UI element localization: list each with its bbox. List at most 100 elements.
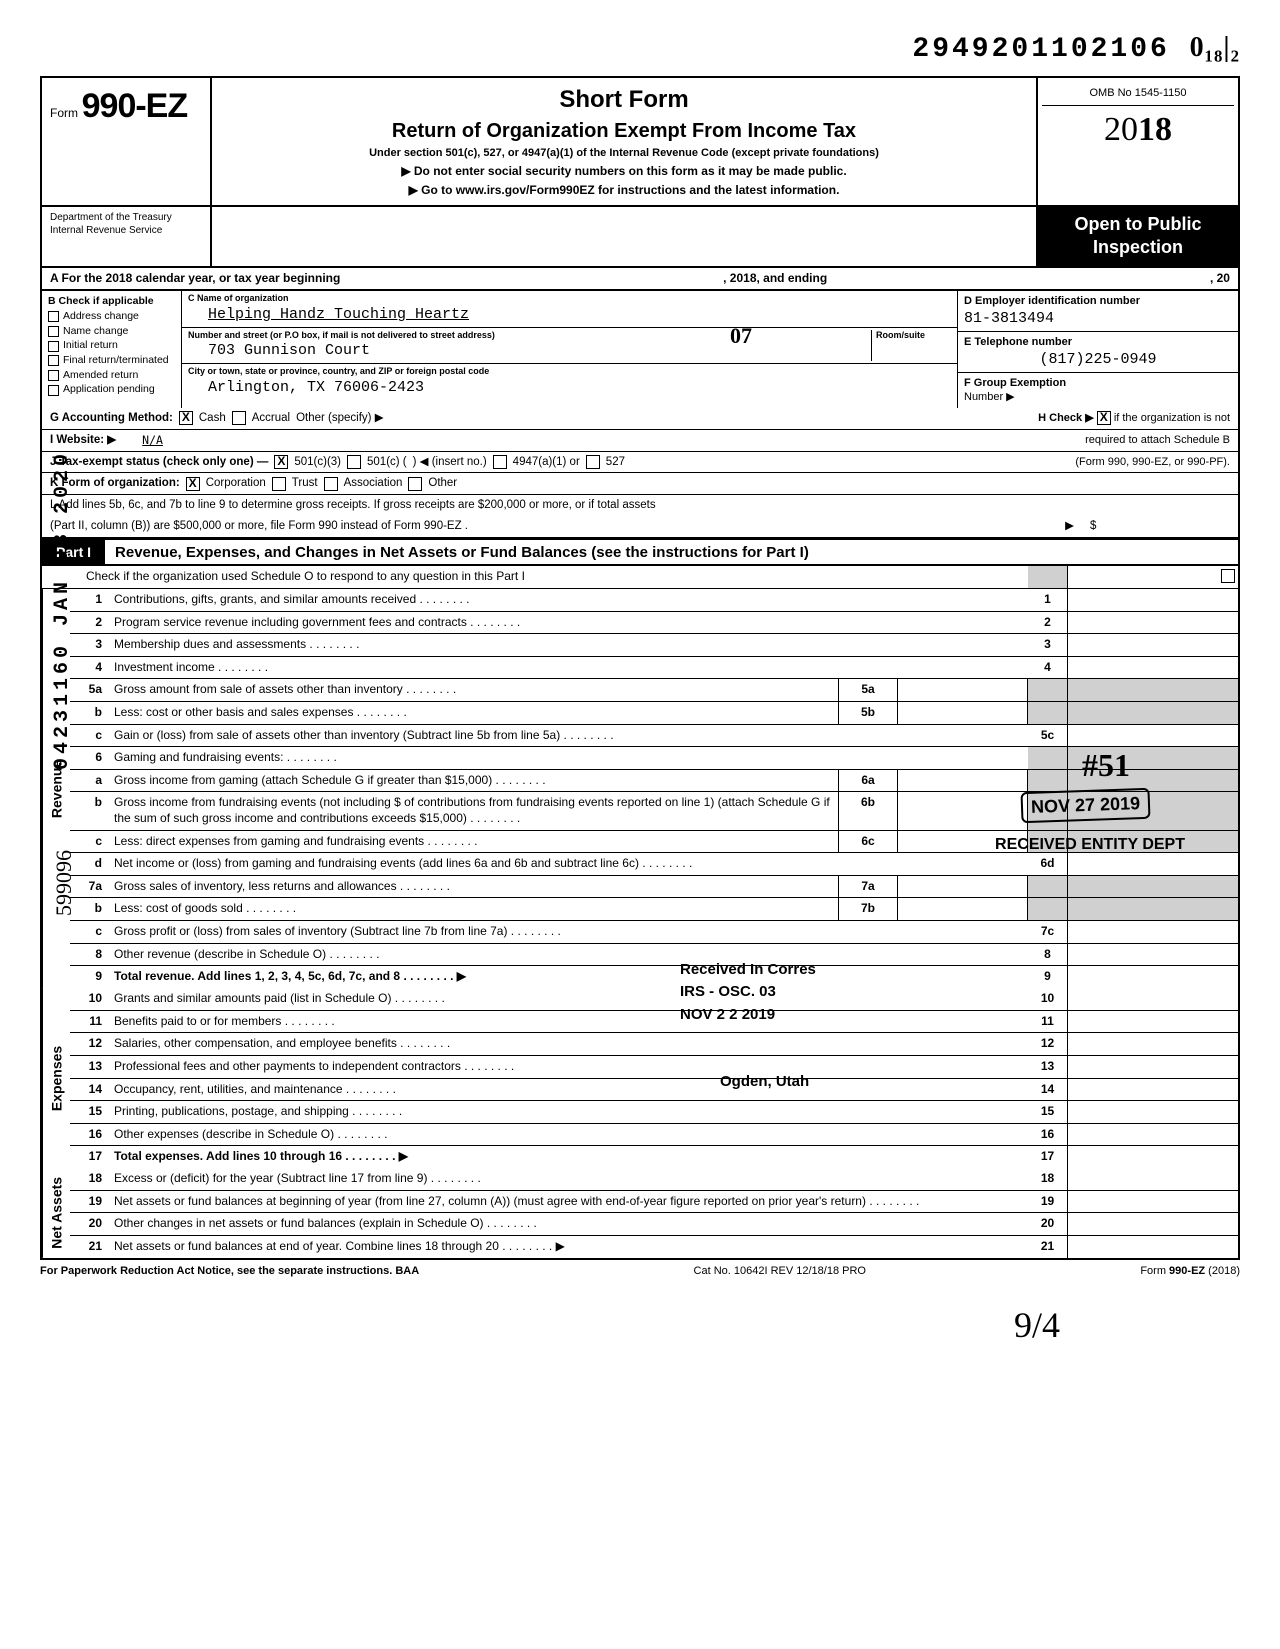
line-2: 2Program service revenue including gover…	[70, 612, 1238, 635]
addr-row: Number and street (or P.O box, if mail i…	[182, 328, 957, 364]
line-18: 18Excess or (deficit) for the year (Subt…	[70, 1168, 1238, 1191]
line-a: A For the 2018 calendar year, or tax yea…	[40, 268, 1240, 292]
stamp-irs: IRS - OSC. 03	[680, 982, 776, 1002]
chk-other[interactable]	[408, 477, 422, 491]
stamp-number: 2949201102106	[912, 34, 1169, 65]
dept-left: Department of the Treasury Internal Reve…	[42, 207, 212, 266]
dept-mid	[212, 207, 1038, 266]
org-name-row: C Name of organization Helping Handz Tou…	[182, 291, 957, 327]
chk-pending[interactable]: Application pending	[48, 383, 175, 397]
ein-value: 81-3813494	[964, 309, 1232, 329]
part1-table: Check if the organization used Schedule …	[40, 566, 1240, 1260]
row-g-label: G Accounting Method:	[50, 411, 173, 426]
line-a-mid: , 2018, and ending	[723, 271, 827, 287]
phone-label: E Telephone number	[964, 335, 1232, 349]
line-6d: dNet income or (loss) from gaming and fu…	[70, 853, 1238, 876]
form-subtitle: Return of Organization Exempt From Incom…	[222, 118, 1026, 144]
website-label: I Website: ▶	[50, 433, 116, 448]
tax-year: 2018	[1042, 106, 1234, 154]
chk-name[interactable]: Name change	[48, 325, 175, 339]
netassets-section: Net Assets 18Excess or (deficit) for the…	[42, 1168, 1238, 1258]
open-text: Open to Public	[1044, 213, 1232, 236]
footer: For Paperwork Reduction Act Notice, see …	[40, 1260, 1240, 1282]
top-stamp: 2949201102106 0₁₈|₂	[40, 30, 1240, 68]
ein-cell: D Employer identification number 81-3813…	[958, 291, 1238, 332]
line-19: 19Net assets or fund balances at beginni…	[70, 1191, 1238, 1214]
line-21: 21Net assets or fund balances at end of …	[70, 1236, 1238, 1258]
chk-corp[interactable]: X	[186, 477, 200, 491]
line-7c: cGross profit or (loss) from sales of in…	[70, 921, 1238, 944]
chk-trust[interactable]	[272, 477, 286, 491]
form-warn: ▶ Do not enter social security numbers o…	[222, 164, 1026, 180]
line-15: 15Printing, publications, postage, and s…	[70, 1101, 1238, 1124]
dept-row: Department of the Treasury Internal Reve…	[40, 207, 1240, 268]
form-right-box: OMB No 1545-1150 2018	[1038, 78, 1238, 205]
inspection-text: Inspection	[1044, 236, 1232, 259]
line-4: 4Investment income . . . . . . . .4	[70, 657, 1238, 680]
hand-07: 07	[730, 322, 752, 351]
group-label: F Group Exemption	[964, 377, 1066, 389]
line-6: 6Gaming and fundraising events: . . . . …	[70, 747, 1238, 770]
line-7b: bLess: cost of goods sold . . . . . . . …	[70, 898, 1238, 921]
line-9: 9Total revenue. Add lines 1, 2, 3, 4, 5c…	[70, 966, 1238, 988]
row-l-text2: (Part II, column (B)) are $500,000 or mo…	[50, 519, 468, 534]
col-b: B Check if applicable Address change Nam…	[42, 291, 182, 407]
chk-527[interactable]	[586, 455, 600, 469]
addr-label: Number and street (or P.O box, if mail i…	[188, 330, 871, 342]
line-5a: 5aGross amount from sale of assets other…	[70, 679, 1238, 702]
col-b-header: B Check if applicable	[48, 295, 175, 309]
chk-4947[interactable]	[493, 455, 507, 469]
chk-assoc[interactable]	[324, 477, 338, 491]
chk-amended[interactable]: Amended return	[48, 369, 175, 383]
dept-irs: Internal Revenue Service	[50, 224, 202, 237]
phone-cell: E Telephone number (817)225-0949	[958, 332, 1238, 373]
open-public: Open to Public Inspection	[1038, 207, 1238, 266]
part1-check-text: Check if the organization used Schedule …	[82, 566, 1028, 588]
line-7a: 7aGross sales of inventory, less returns…	[70, 876, 1238, 899]
omb-number: OMB No 1545-1150	[1042, 82, 1234, 105]
city-label: City or town, state or province, country…	[188, 366, 951, 378]
room-label: Room/suite	[876, 330, 951, 342]
org-name-value: Helping Handz Touching Heartz	[188, 305, 951, 325]
chk-accrual[interactable]	[232, 411, 246, 425]
revenue-section: Revenue 1Contributions, gifts, grants, a…	[42, 589, 1238, 988]
line-a-left: A For the 2018 calendar year, or tax yea…	[50, 271, 340, 287]
chk-501c[interactable]	[347, 455, 361, 469]
website-value: N/A	[122, 433, 183, 448]
line-8: 8Other revenue (describe in Schedule O) …	[70, 944, 1238, 967]
chk-final[interactable]: Final return/terminated	[48, 354, 175, 368]
vertical-stamp-2: 599096	[50, 850, 79, 916]
footer-right: Form 990-EZ (2018)	[1140, 1264, 1240, 1278]
org-name-label: C Name of organization	[188, 293, 951, 305]
stamp-received: RECEIVED ENTITY DEPT	[995, 835, 1185, 856]
line-3: 3Membership dues and assessments . . . .…	[70, 634, 1238, 657]
netassets-label: Net Assets	[42, 1168, 70, 1258]
form-prefix: Form	[50, 106, 78, 120]
row-j-label: J Tax-exempt status (check only one) —	[50, 455, 268, 470]
line-a-right: , 20	[1210, 271, 1230, 287]
line-16: 16Other expenses (describe in Schedule O…	[70, 1124, 1238, 1147]
line-5c: cGain or (loss) from sale of assets othe…	[70, 725, 1238, 748]
expenses-label: Expenses	[42, 988, 70, 1168]
year-bold: 18	[1138, 111, 1172, 148]
form-number: 990-EZ	[82, 87, 188, 125]
row-j: J Tax-exempt status (check only one) — X…	[40, 452, 1240, 474]
line-10: 10Grants and similar amounts paid (list …	[70, 988, 1238, 1011]
phone-value: (817)225-0949	[964, 350, 1232, 370]
group-cell: F Group Exemption Number ▶	[958, 373, 1238, 408]
row-l2: (Part II, column (B)) are $500,000 or mo…	[40, 516, 1240, 539]
stamp-hand: 0₁₈|₂	[1190, 32, 1240, 63]
chk-initial[interactable]: Initial return	[48, 339, 175, 353]
chk-sched-b[interactable]: X	[1097, 411, 1111, 425]
chk-sched-o[interactable]	[1221, 569, 1235, 583]
line-17: 17Total expenses. Add lines 10 through 1…	[70, 1146, 1238, 1168]
stamp-nov22: NOV 2 2 2019	[680, 1005, 775, 1025]
line-1: 1Contributions, gifts, grants, and simil…	[70, 589, 1238, 612]
form-short-title: Short Form	[222, 84, 1026, 115]
chk-cash[interactable]: X	[179, 411, 193, 425]
chk-address[interactable]: Address change	[48, 310, 175, 324]
form-goto: ▶ Go to www.irs.gov/Form990EZ for instru…	[222, 183, 1026, 199]
chk-501c3[interactable]: X	[274, 455, 288, 469]
line-6a: aGross income from gaming (attach Schedu…	[70, 770, 1238, 793]
dept-treasury: Department of the Treasury	[50, 211, 202, 224]
